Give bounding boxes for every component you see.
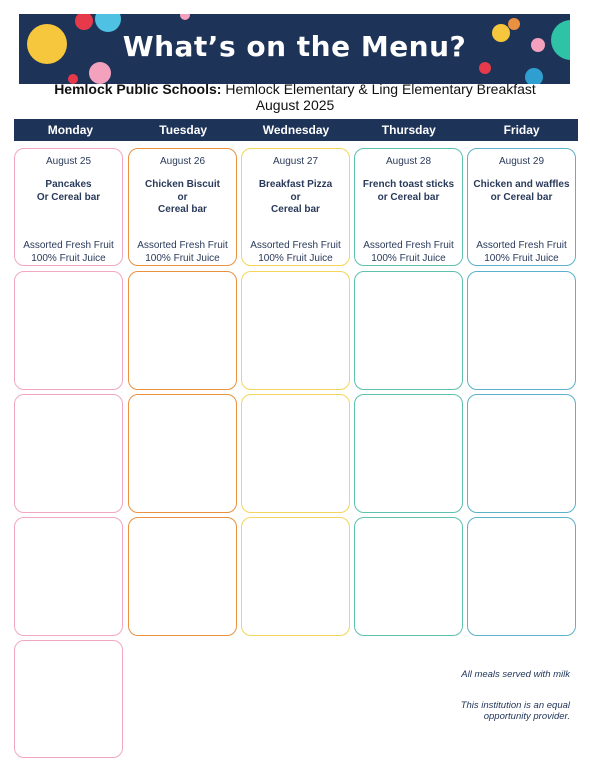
entree-line: or — [177, 191, 188, 203]
cell-sides: Assorted Fresh Fruit 100% Fruit Juice — [129, 240, 236, 265]
side-line: 100% Fruit Juice — [371, 252, 446, 264]
banner-title: What’s on the Menu? — [122, 30, 467, 63]
empty-menu-cell — [354, 271, 463, 390]
empty-menu-cell — [467, 517, 576, 636]
empty-menu-cell — [128, 394, 237, 513]
entree-line: Or Cereal bar — [36, 191, 101, 203]
district-name: Hemlock Public Schools: — [54, 81, 222, 97]
decorative-dot — [27, 24, 67, 64]
entree-line: Pancakes — [45, 179, 92, 190]
entree-line: or — [290, 191, 301, 203]
side-line: 100% Fruit Juice — [145, 252, 220, 264]
entree-line: or Cereal bar — [490, 191, 553, 203]
equal-opportunity-note: This institution is an equal opportunity… — [460, 700, 570, 722]
empty-menu-cell — [14, 271, 123, 390]
empty-menu-cell — [354, 517, 463, 636]
empty-menu-cell — [241, 271, 350, 390]
decorative-dot — [531, 38, 545, 52]
decorative-dot — [75, 14, 93, 30]
day-tuesday: Tuesday — [159, 123, 208, 137]
menu-cell-monday: August 25 Pancakes Or Cereal bar Assorte… — [14, 148, 123, 266]
decorative-dot — [95, 14, 121, 32]
day-thursday: Thursday — [381, 123, 436, 137]
empty-menu-cell — [128, 517, 237, 636]
side-line: 100% Fruit Juice — [484, 252, 559, 264]
side-line: Assorted Fresh Fruit — [137, 240, 228, 251]
side-line: Assorted Fresh Fruit — [476, 240, 567, 251]
cell-entree: Breakfast Pizza or Cereal bar — [242, 179, 349, 217]
decorative-dot — [68, 74, 78, 84]
milk-note: All meals served with milk — [461, 669, 570, 680]
empty-menu-cell — [467, 394, 576, 513]
day-wednesday: Wednesday — [262, 123, 330, 137]
decorative-dot — [492, 24, 510, 42]
menu-month: August 2025 — [255, 97, 335, 113]
cell-sides: Assorted Fresh Fruit 100% Fruit Juice — [468, 240, 575, 265]
menu-cell-thursday: August 28 French toast sticks or Cereal … — [354, 148, 463, 266]
weekday-header: Monday Tuesday Wednesday Thursday Friday — [14, 119, 578, 141]
empty-menu-cell — [128, 271, 237, 390]
menu-cell-wednesday: August 27 Breakfast Pizza or Cereal bar … — [241, 148, 350, 266]
side-line: Assorted Fresh Fruit — [23, 240, 114, 251]
district-line: Hemlock Public Schools: Hemlock Elementa… — [0, 82, 590, 97]
cell-entree: Chicken Biscuit or Cereal bar — [129, 179, 236, 217]
cell-date: August 25 — [45, 156, 92, 167]
cell-sides: Assorted Fresh Fruit 100% Fruit Juice — [15, 240, 122, 265]
empty-menu-cell — [14, 517, 123, 636]
entree-line: Cereal bar — [158, 204, 207, 215]
entree-line: or Cereal bar — [377, 191, 440, 203]
entree-line: Breakfast Pizza — [258, 179, 333, 190]
empty-menu-cell — [241, 394, 350, 513]
decorative-dot — [525, 68, 543, 84]
day-monday: Monday — [47, 123, 94, 137]
menu-banner: What’s on the Menu? — [19, 14, 570, 84]
empty-menu-cell — [14, 394, 123, 513]
side-line: Assorted Fresh Fruit — [250, 240, 341, 251]
empty-menu-cell — [14, 640, 123, 758]
side-line: 100% Fruit Juice — [258, 252, 333, 264]
menu-cell-friday: August 29 Chicken and waffles or Cereal … — [467, 148, 576, 266]
entree-line: French toast sticks — [362, 179, 455, 190]
cell-entree: Chicken and waffles or Cereal bar — [468, 179, 575, 204]
decorative-dot — [479, 62, 491, 74]
empty-menu-cell — [241, 517, 350, 636]
cell-entree: Pancakes Or Cereal bar — [15, 179, 122, 204]
entree-line: Chicken Biscuit — [144, 179, 221, 190]
entree-line: Chicken and waffles — [473, 179, 570, 190]
decorative-dot — [89, 62, 111, 84]
decorative-dot — [508, 18, 520, 30]
entree-line: Cereal bar — [271, 204, 320, 215]
side-line: Assorted Fresh Fruit — [363, 240, 454, 251]
decorative-dot — [551, 20, 570, 60]
side-line: 100% Fruit Juice — [31, 252, 106, 264]
empty-menu-cell — [467, 271, 576, 390]
day-friday: Friday — [503, 123, 540, 137]
decorative-dot — [180, 14, 190, 20]
cell-entree: French toast sticks or Cereal bar — [355, 179, 462, 204]
menu-cell-tuesday: August 26 Chicken Biscuit or Cereal bar … — [128, 148, 237, 266]
school-names: Hemlock Elementary & Ling Elementary Bre… — [225, 81, 536, 97]
cell-date: August 29 — [498, 156, 545, 167]
cell-date: August 26 — [159, 156, 206, 167]
cell-date: August 27 — [272, 156, 319, 167]
empty-menu-cell — [354, 394, 463, 513]
cell-sides: Assorted Fresh Fruit 100% Fruit Juice — [242, 240, 349, 265]
cell-date: August 28 — [385, 156, 432, 167]
cell-sides: Assorted Fresh Fruit 100% Fruit Juice — [355, 240, 462, 265]
